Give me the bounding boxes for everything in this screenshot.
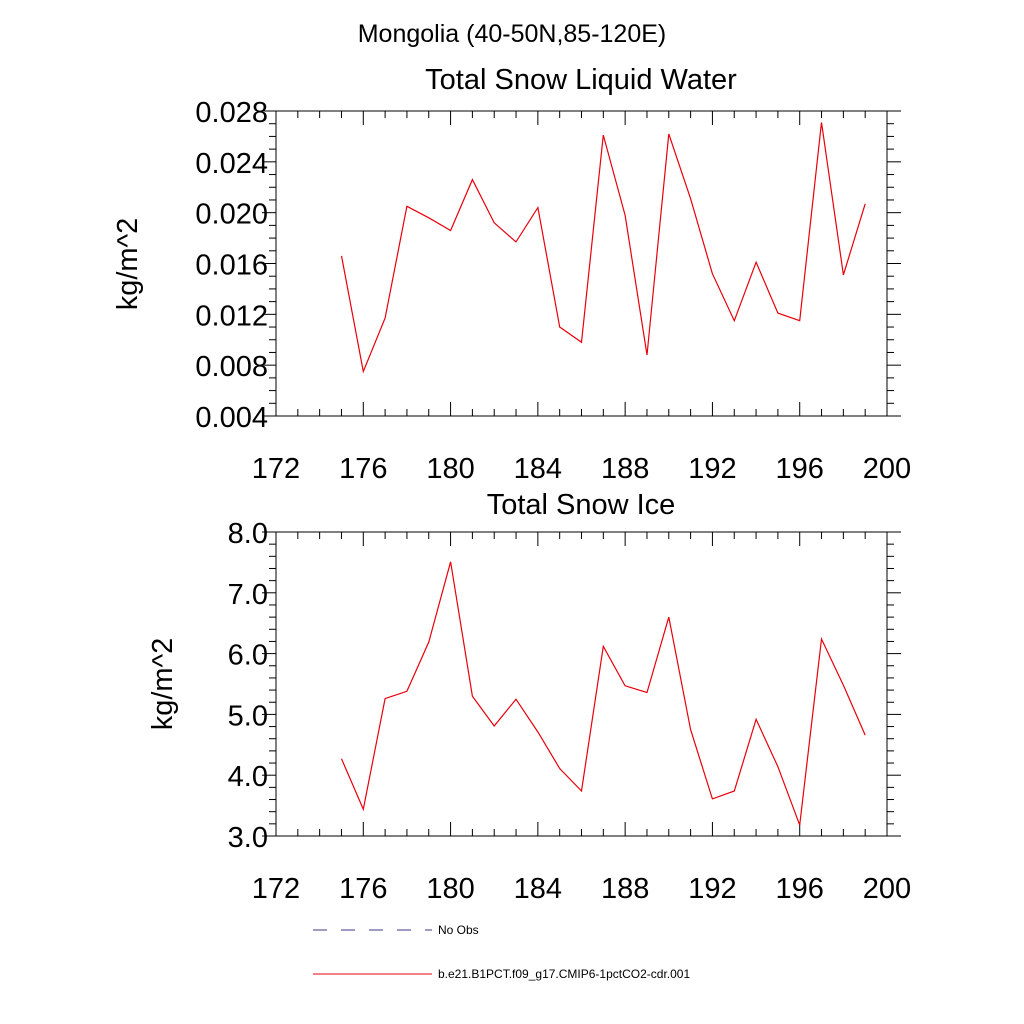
x-tick-label: 184 xyxy=(514,873,562,905)
chart-title: Total Snow Liquid Water xyxy=(425,64,737,96)
x-tick-label: 176 xyxy=(339,453,387,485)
x-tick-label: 188 xyxy=(601,453,649,485)
x-tick-label: 196 xyxy=(776,453,824,485)
x-tick-label: 188 xyxy=(601,873,649,905)
x-tick-label: 172 xyxy=(252,873,300,905)
chart-title: Total Snow Ice xyxy=(487,489,676,521)
suptitle: Mongolia (40-50N,85-120E) xyxy=(358,20,667,48)
x-tick-label: 184 xyxy=(514,453,562,485)
chart-panel-snow-liquid-water: Total Snow Liquid Water kg/m^2 172 176 180… xyxy=(112,64,911,485)
y-axis-label: kg/m^2 xyxy=(112,218,144,311)
legend-label-no-obs: No Obs xyxy=(438,923,479,937)
legend-label-model: b.e21.B1PCT.f09_g17.CMIP6-1pctCO2-cdr.00… xyxy=(438,967,690,981)
x-tick-label: 172 xyxy=(252,453,300,485)
x-tick-label: 192 xyxy=(688,453,736,485)
plot-frame xyxy=(275,110,888,417)
y-tick-label: 6.0 xyxy=(228,640,268,672)
y-tick-label: 0.008 xyxy=(195,351,268,383)
y-axis-label: kg/m^2 xyxy=(147,638,179,731)
y-tick-label: 0.012 xyxy=(195,300,268,332)
series-line xyxy=(340,561,866,826)
y-tick-label: 0.004 xyxy=(195,402,268,434)
x-tick-label: 180 xyxy=(426,453,474,485)
y-tick-label: 3.0 xyxy=(228,822,268,854)
y-tick-label: 0.016 xyxy=(195,250,268,282)
y-tick-label: 0.028 xyxy=(195,97,268,129)
y-tick-label: 8.0 xyxy=(228,518,268,550)
x-tick-label: 200 xyxy=(863,453,911,485)
series-line xyxy=(340,122,866,374)
x-tick-label: 196 xyxy=(776,873,824,905)
y-tick-label: 0.024 xyxy=(195,148,268,180)
x-tick-label: 176 xyxy=(339,873,387,905)
y-tick-label: 0.020 xyxy=(195,199,268,231)
y-tick-label: 5.0 xyxy=(228,700,268,732)
y-tick-label: 4.0 xyxy=(228,761,268,793)
legend: No Obs b.e21.B1PCT.f09_g17.CMIP6-1pctCO2… xyxy=(313,923,690,981)
y-tick-label: 7.0 xyxy=(228,579,268,611)
x-tick-label: 180 xyxy=(426,873,474,905)
x-tick-label: 192 xyxy=(688,873,736,905)
chart-panel-snow-ice: Total Snow Ice kg/m^2 172 176 180 184 188 192… xyxy=(147,489,911,905)
x-tick-label: 200 xyxy=(863,873,911,905)
